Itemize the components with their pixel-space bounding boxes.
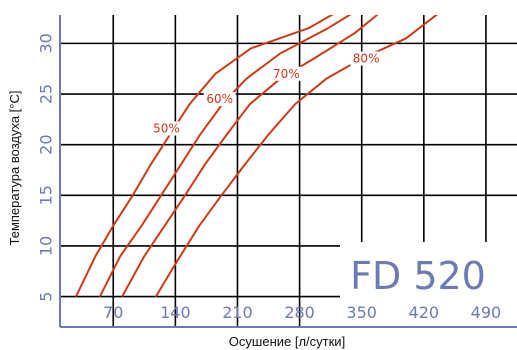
y-tick-label: 20 [37,134,56,154]
model-label-background [340,242,517,326]
curve-label-50: 50% [153,121,180,135]
curve-label-70: 70% [273,67,300,81]
y-axis-label: Температура воздуха [°C] [7,91,22,246]
x-tick-label: 210 [222,303,253,322]
curve-label-bg [350,51,383,66]
y-tick-label: 15 [37,185,56,205]
curve-labels: 50% 60% 70% 80% [150,51,383,136]
curve-label-80: 80% [353,52,380,66]
y-tick-label: 5 [37,292,56,302]
curve-rh-60 [99,15,352,298]
y-tick-labels: 5 10 15 20 25 30 [37,33,56,302]
curve-label-60: 60% [206,92,233,106]
x-axis-label: Осушение [л/сутки] [229,334,345,349]
curve-label-bg [270,66,303,81]
x-tick-label: 70 [103,303,123,322]
y-tick-label: 10 [37,236,56,256]
model-label: FD 520 [350,254,486,298]
x-tick-label: 280 [284,303,315,322]
x-tick-labels: 70 140 210 280 350 420 490 [103,303,501,322]
model-label-box [340,242,517,326]
x-tick-label: 350 [346,303,377,322]
curve-label-bg [150,121,183,136]
x-tick-label: 490 [471,303,502,322]
x-tick-label: 140 [160,303,191,322]
grid-lines [60,15,517,327]
y-tick-label: 25 [37,84,56,104]
y-tick-label: 30 [37,33,56,53]
curve-rh-70 [121,15,379,298]
curve-label-bg [203,92,236,107]
x-tick-label: 420 [409,303,440,322]
